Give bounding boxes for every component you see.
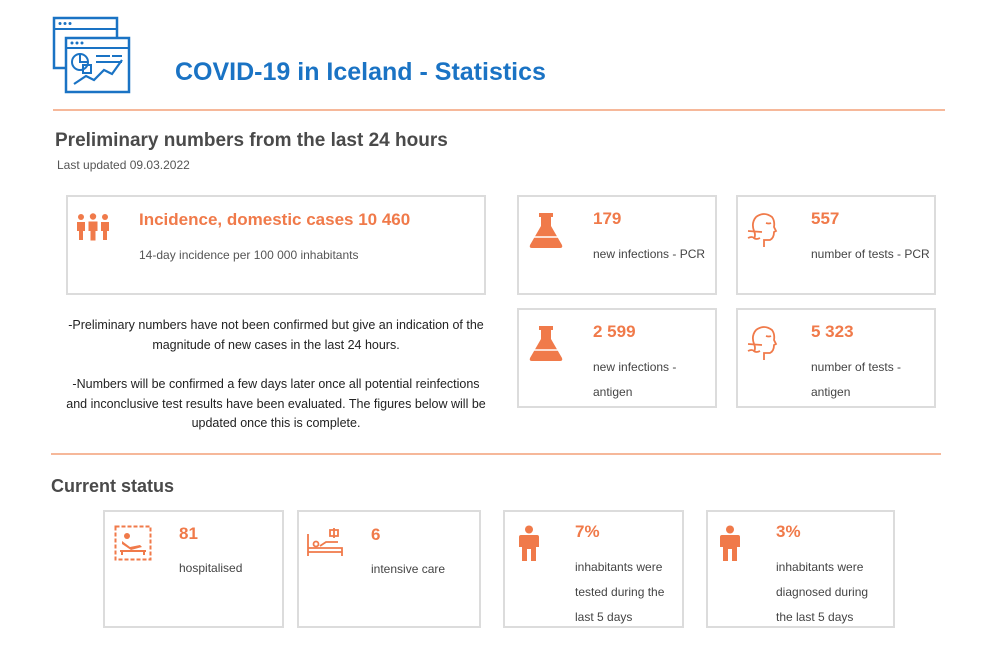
icu-bed-icon bbox=[307, 528, 343, 556]
hospital-bed-icon bbox=[114, 525, 152, 561]
person-icon bbox=[519, 525, 539, 561]
status-value: 6 bbox=[371, 525, 381, 544]
status-value: 3% bbox=[776, 522, 801, 541]
stat-card-antigen-infections: 2 599 new infections - antigen bbox=[517, 308, 717, 408]
nasal-swab-icon bbox=[747, 213, 778, 247]
incidence-card: Incidence, domestic cases 10 460 14-day … bbox=[66, 195, 486, 295]
stat-value: 557 bbox=[811, 209, 840, 228]
stat-value: 2 599 bbox=[593, 322, 636, 341]
status-label: inhabitants were diagnosed during the la… bbox=[776, 560, 869, 624]
people-group-icon bbox=[77, 213, 109, 241]
preliminary-note-1: -Preliminary numbers have not been confi… bbox=[68, 318, 484, 352]
status-label: inhabitants were tested during the last … bbox=[575, 560, 665, 624]
status-label: intensive care bbox=[371, 562, 446, 576]
page-title: COVID-19 in Iceland - Statistics bbox=[175, 58, 546, 86]
flask-icon bbox=[529, 326, 563, 361]
current-status-heading: Current status bbox=[51, 476, 175, 496]
nasal-swab-icon bbox=[747, 326, 778, 360]
stat-value: 179 bbox=[593, 209, 622, 228]
status-card-diagnosed: 3% inhabitants were diagnosed during the… bbox=[706, 510, 895, 628]
preliminary-heading: Preliminary numbers from the last 24 hou… bbox=[55, 130, 448, 151]
incidence-subtitle: 14-day incidence per 100 000 inhabitants bbox=[139, 248, 359, 262]
status-card-intensive-care: 6 intensive care bbox=[297, 510, 481, 628]
incidence-title: Incidence, domestic cases 10 460 bbox=[139, 210, 411, 229]
divider bbox=[53, 109, 945, 111]
stat-card-pcr-tests: 557 number of tests - PCR bbox=[736, 195, 936, 295]
status-value: 81 bbox=[179, 524, 198, 543]
dashboard-chart-icon bbox=[52, 16, 131, 94]
preliminary-note-2: -Numbers will be confirmed a few days la… bbox=[66, 377, 486, 430]
stat-label: number of tests - PCR bbox=[811, 247, 930, 261]
divider bbox=[51, 453, 941, 455]
status-card-hospitalised: 81 hospitalised bbox=[103, 510, 284, 628]
status-card-tested: 7% inhabitants were tested during the la… bbox=[503, 510, 684, 628]
status-label: hospitalised bbox=[179, 561, 243, 575]
stat-card-pcr-infections: 179 new infections - PCR bbox=[517, 195, 717, 295]
stat-card-antigen-tests: 5 323 number of tests - antigen bbox=[736, 308, 936, 408]
stat-value: 5 323 bbox=[811, 322, 854, 341]
person-icon bbox=[720, 525, 740, 561]
flask-icon bbox=[529, 213, 563, 248]
stat-label: number of tests - antigen bbox=[811, 360, 902, 399]
stat-label: new infections - PCR bbox=[593, 247, 706, 261]
status-value: 7% bbox=[575, 522, 600, 541]
stat-label: new infections - antigen bbox=[593, 360, 677, 399]
last-updated: Last updated 09.03.2022 bbox=[57, 158, 190, 172]
